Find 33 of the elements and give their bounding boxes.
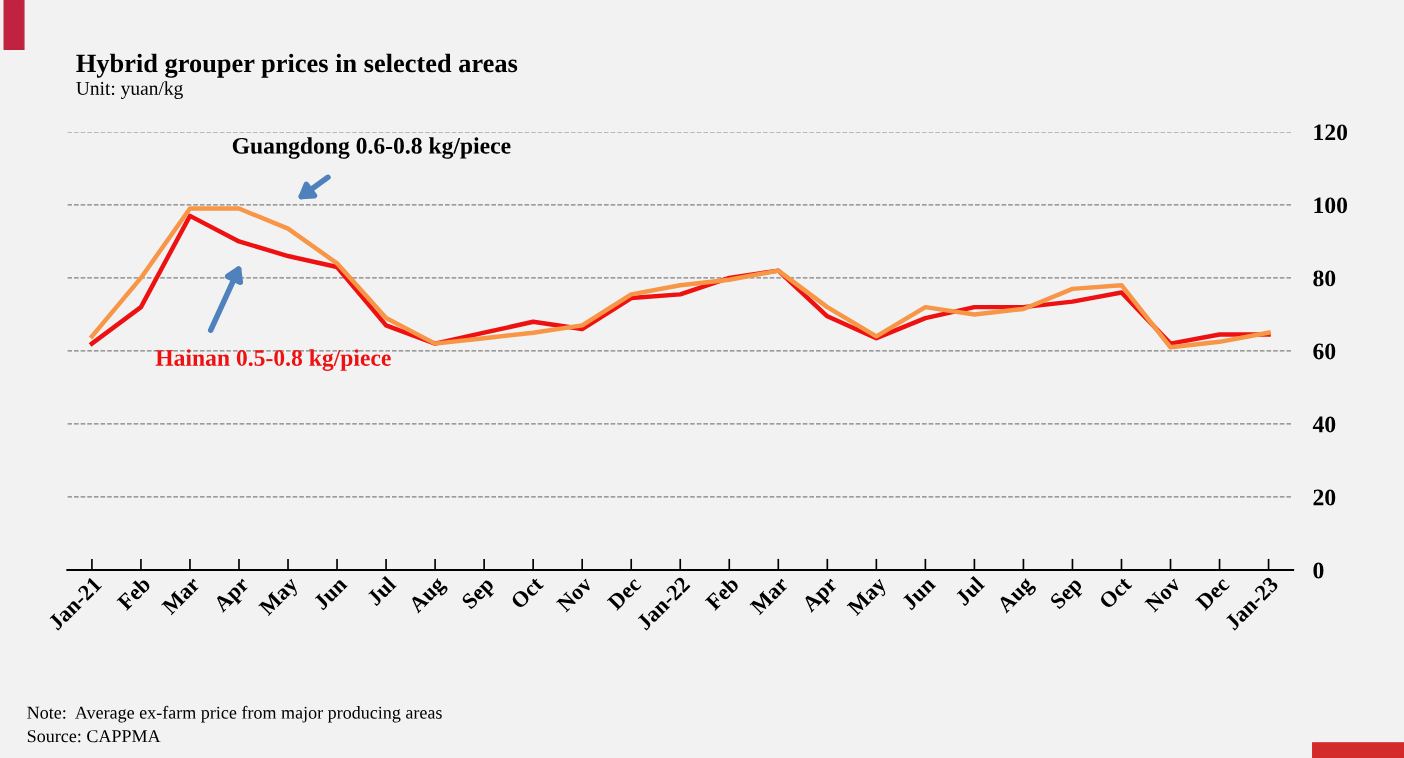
x-tick-label: Apr <box>212 575 253 617</box>
x-tick-label: Oct <box>1098 575 1133 610</box>
text: Guangdong 0.6-0.8 kg/piece <box>232 137 511 159</box>
x-tick-label: May <box>258 575 303 620</box>
x-tick-label: Mar <box>749 575 790 616</box>
y-tick-label: 60 <box>1313 343 1336 360</box>
x-tick-label: Jul <box>954 575 986 607</box>
x-tick-label: Sep <box>1049 576 1087 613</box>
x-tick-label: Aug <box>996 575 1038 617</box>
x-tick-label: Feb <box>115 575 152 611</box>
x-tick-label: Sep <box>461 576 498 613</box>
chart-title: Hybrid grouper prices in selected areas <box>76 53 518 78</box>
x-tick-label: Mar <box>161 575 201 616</box>
y-tick-label: 20 <box>1313 489 1336 506</box>
x-tick-label: Nov <box>556 575 594 613</box>
y-tick-label: 80 <box>1313 270 1336 287</box>
text: Note: Average ex-farm price from major producing areas <box>27 705 442 723</box>
series-label: Hainan 0.5-0.8 kg/piece <box>155 349 391 371</box>
x-tick-label: Jun <box>901 575 937 611</box>
x-tick-label: May <box>846 575 891 620</box>
x-tick-label: Nov <box>1144 575 1182 613</box>
source-note: Source: CAPPMA <box>27 730 161 743</box>
x-tick-label: Aug <box>407 575 450 617</box>
y-tick-label: 40 <box>1312 416 1336 433</box>
y-tick-label: 100 <box>1314 197 1348 214</box>
x-tick-label: Jun <box>313 575 348 611</box>
y-tick-label: 0 <box>1313 562 1324 579</box>
y-tick-label: 120 <box>1314 124 1348 141</box>
x-tick-label: Feb <box>704 575 740 611</box>
x-tick-label: Apr <box>800 575 842 617</box>
chart-subtitle: Unit: yuan/kg <box>76 81 183 99</box>
x-tick-label: Jul <box>365 575 397 607</box>
x-tick-label: Oct <box>509 575 545 610</box>
